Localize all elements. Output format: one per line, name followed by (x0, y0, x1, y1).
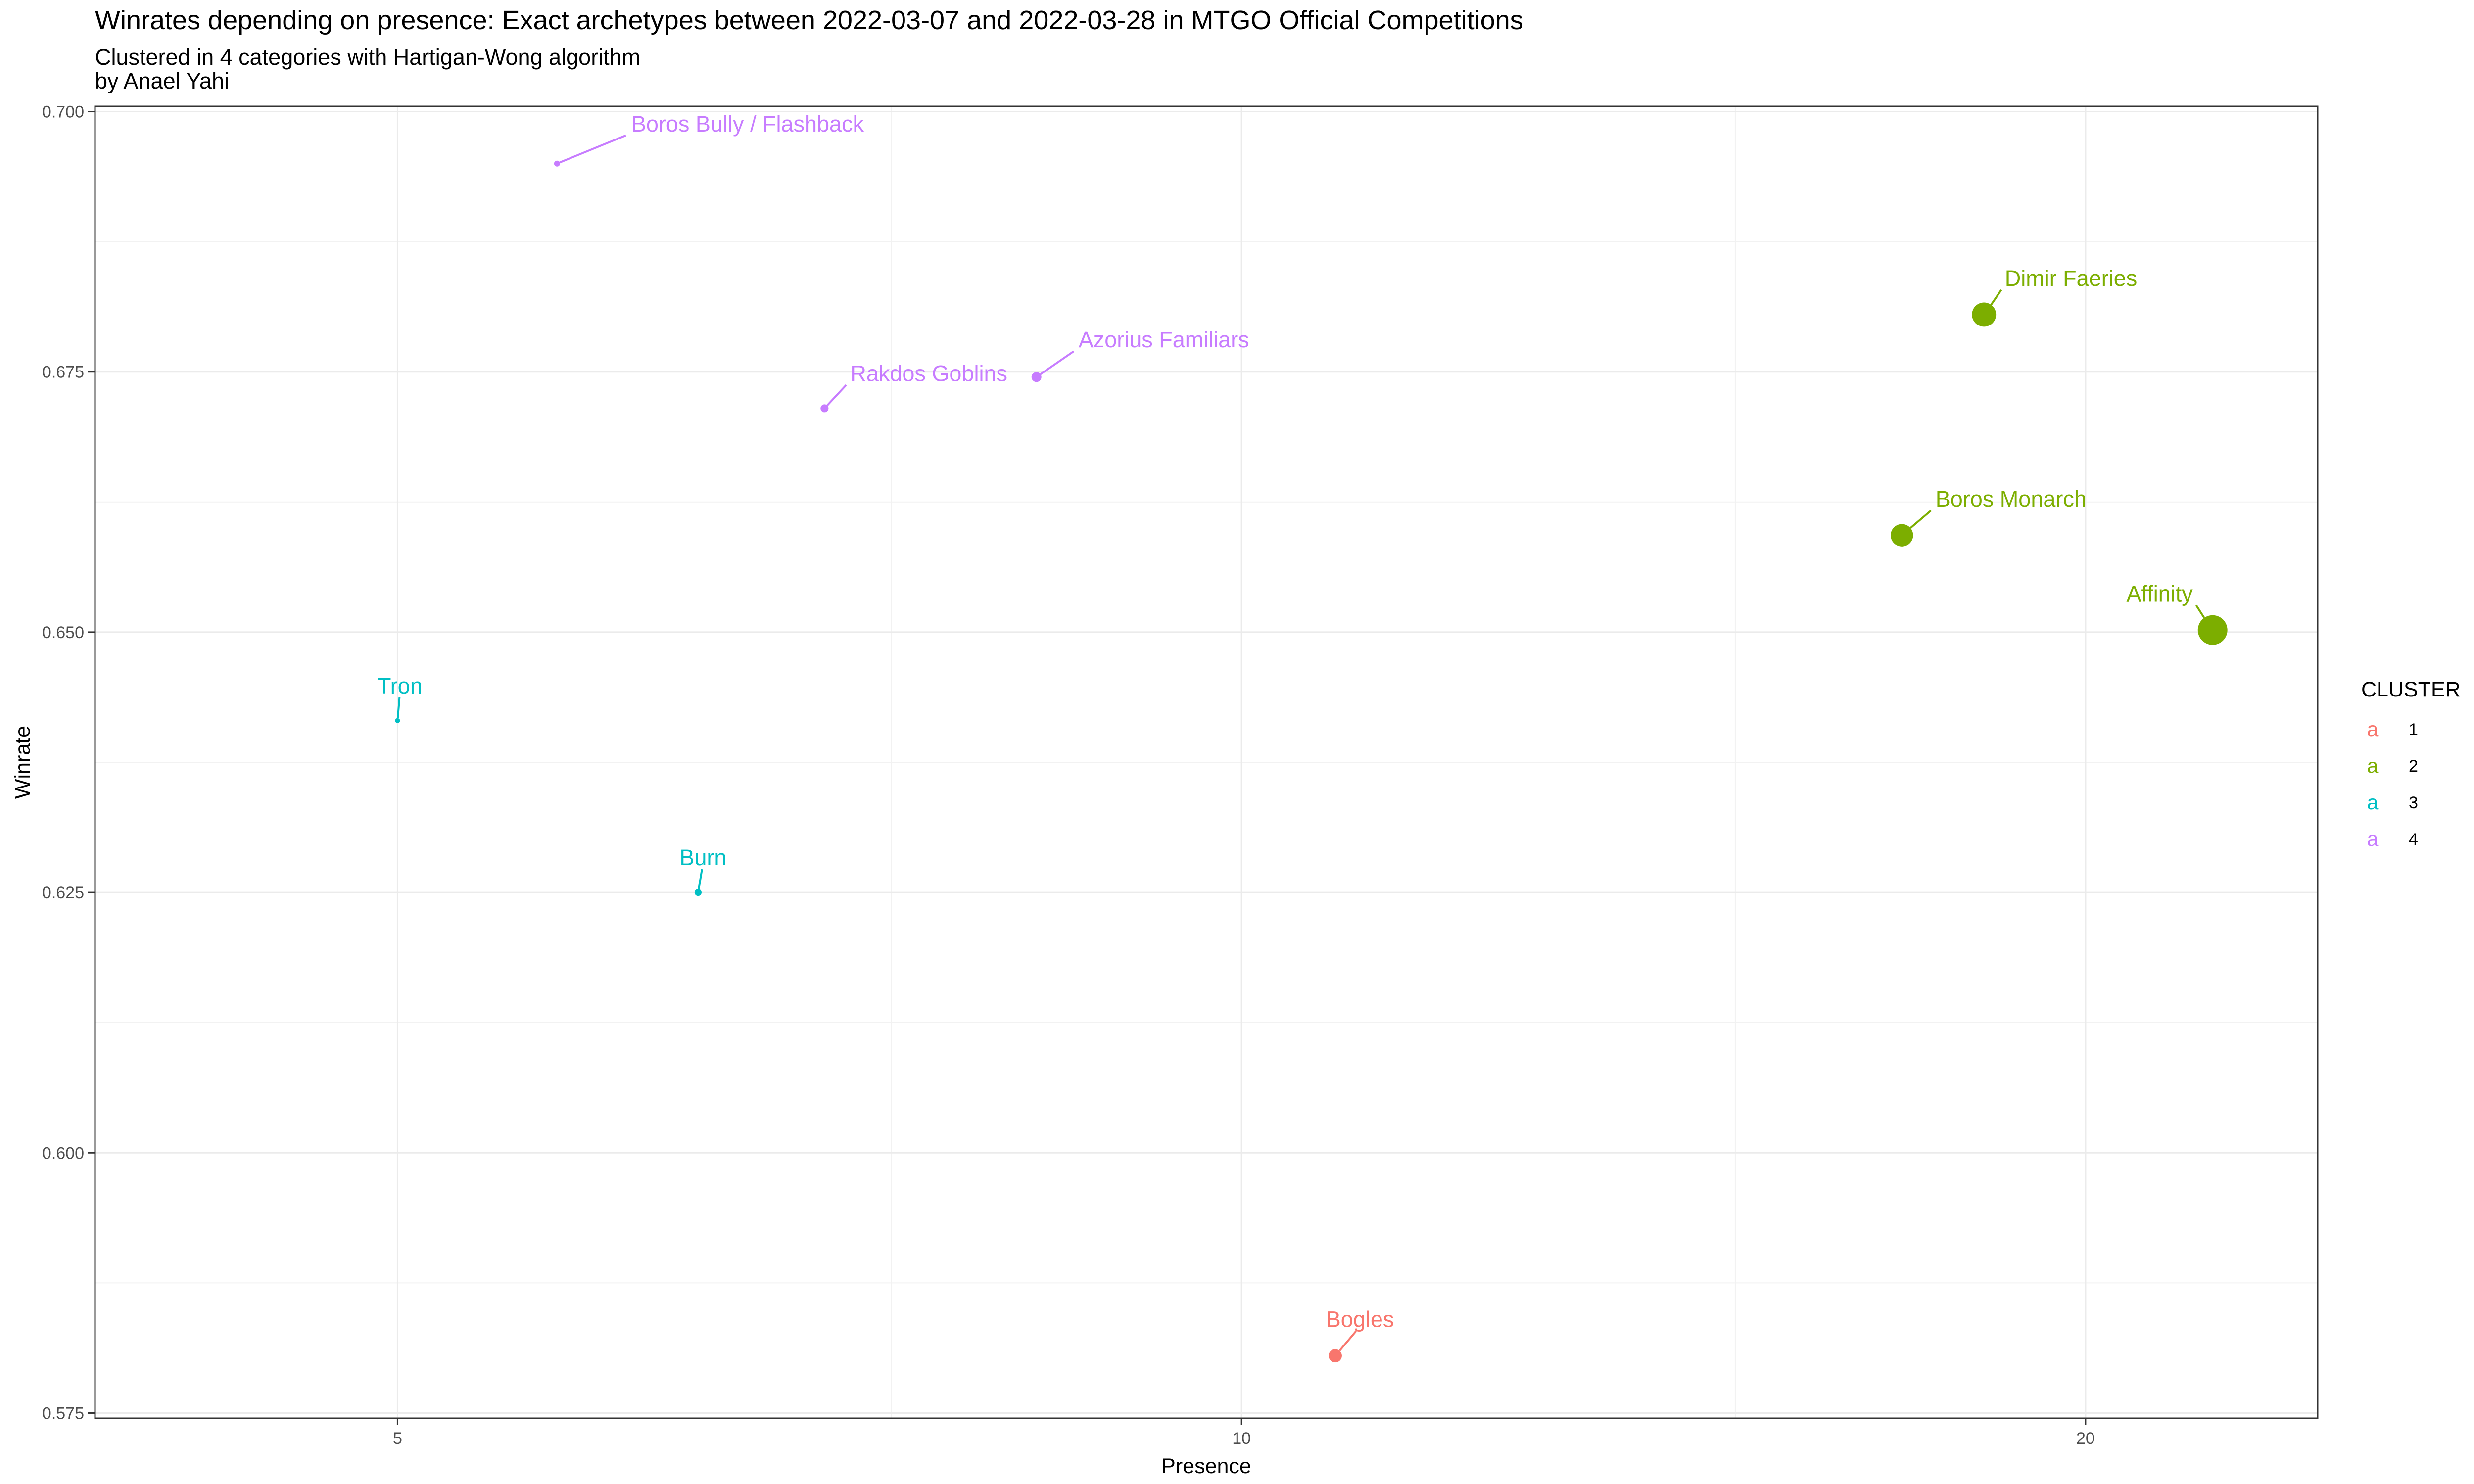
data-point (1031, 372, 1042, 382)
y-tick-label: 0.675 (42, 363, 84, 382)
chart-byline: by Anael Yahi (95, 68, 230, 93)
data-point (1891, 524, 1913, 547)
label-leader-line (1990, 289, 2002, 306)
label-leader-line (826, 384, 847, 406)
data-points: Boros Bully / Flashback Rakdos Goblins Azo… (378, 111, 2228, 1363)
data-point-label: Affinity (2126, 581, 2193, 606)
data-point (2197, 615, 2228, 645)
data-point-label: Boros Monarch (1936, 486, 2087, 511)
chart-title: Winrates depending on presence: Exact ar… (95, 5, 1523, 35)
label-leader-line (559, 134, 626, 164)
y-axis-title: Winrate (11, 726, 35, 799)
label-leader-line (698, 869, 703, 889)
label-leader-line (2195, 604, 2205, 619)
legend-key: a (2367, 754, 2379, 777)
data-point (694, 889, 702, 896)
x-axis-title: Presence (1161, 1454, 1251, 1478)
label-leader-line (1909, 510, 1932, 529)
legend-key: a (2367, 828, 2379, 850)
plot-panel-border (94, 105, 2319, 1419)
legend: CLUSTER a 1 a 2 a 3 a 4 (2361, 678, 2461, 850)
label-leader-line (1338, 1330, 1357, 1351)
x-tick-label: 20 (2076, 1429, 2095, 1448)
data-point-label: Burn (679, 845, 726, 870)
data-point (1972, 302, 1997, 327)
y-tick-label: 0.650 (42, 623, 84, 642)
legend-key: a (2367, 791, 2379, 814)
data-point-label: Azorius Familiars (1079, 327, 1249, 352)
data-point (1329, 1349, 1342, 1363)
data-point-label: Bogles (1326, 1307, 1394, 1332)
legend-title: CLUSTER (2361, 678, 2461, 701)
data-point-label: Dimir Faeries (2005, 266, 2138, 291)
axis-ticks: 5 10 20 0.575 0.600 0.625 0.650 0.675 0.700 (42, 103, 2095, 1448)
data-point-label: Tron (378, 673, 423, 698)
legend-label: 3 (2409, 793, 2418, 812)
label-leader-line (1040, 350, 1075, 375)
grid-lines (95, 106, 2318, 1418)
data-point (395, 718, 400, 723)
data-point (820, 404, 829, 413)
y-tick-label: 0.575 (42, 1404, 84, 1423)
data-point-label: Rakdos Goblins (850, 361, 1007, 386)
y-tick-label: 0.700 (42, 103, 84, 122)
x-tick-label: 5 (393, 1429, 402, 1448)
legend-label: 2 (2409, 757, 2418, 776)
legend-key: a (2367, 718, 2379, 741)
y-tick-label: 0.625 (42, 883, 84, 902)
chart-subtitle: Clustered in 4 categories with Hartigan-… (95, 45, 641, 70)
data-point (554, 160, 560, 167)
x-tick-label: 10 (1232, 1429, 1251, 1448)
label-leader-line (396, 697, 401, 718)
y-tick-label: 0.600 (42, 1144, 84, 1162)
legend-label: 1 (2409, 720, 2418, 739)
legend-label: 4 (2409, 830, 2418, 849)
data-point-label: Boros Bully / Flashback (631, 111, 864, 137)
